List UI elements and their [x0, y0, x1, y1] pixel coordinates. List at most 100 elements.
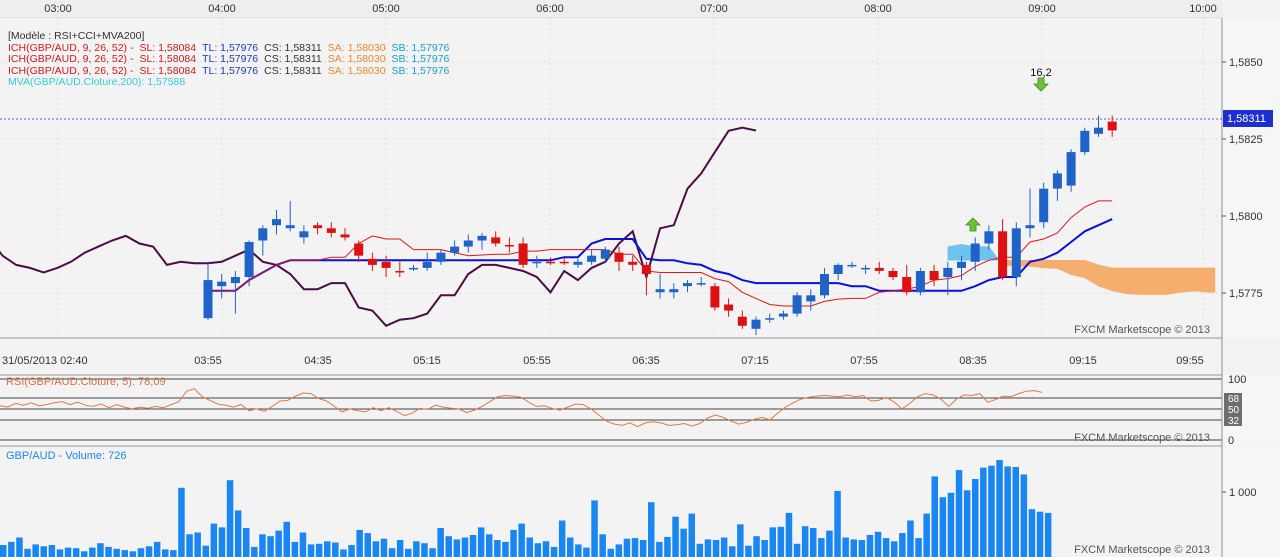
volume-bar [575, 544, 582, 557]
volume-bar [194, 532, 201, 557]
candle-body [285, 225, 295, 229]
rsi-title: RSI(GBP/AUD.Cloture, 5): 78,09 [6, 376, 166, 388]
buy-arrow-icon [965, 217, 981, 232]
volume-bar [129, 551, 137, 557]
bottom-axis-label: 04:35 [304, 355, 332, 367]
volume-bar [729, 546, 736, 557]
volume-bar [591, 500, 598, 557]
volume-bar [8, 541, 15, 557]
candle-body [915, 271, 925, 293]
volume-bar [356, 529, 363, 557]
volume-bar [785, 512, 793, 557]
top-axis-label: 03:00 [44, 3, 72, 15]
volume-bar [599, 534, 606, 557]
candle-body [299, 231, 309, 238]
sell-arrow-icon [1033, 77, 1049, 92]
volume-bar [955, 470, 963, 557]
legend-ich-row: ICH(GBP/AUD, 9, 26, 52) - SL: 1,58084 TL: … [8, 64, 450, 77]
legend-ich-row: ICH(GBP/AUD, 9, 26, 52) - SL: 1,58084 TL: … [8, 41, 450, 54]
cloud-segment [1180, 267, 1195, 293]
candle-body [587, 255, 597, 262]
candle-body [696, 283, 706, 285]
bottom-time-axis: 31/05/2013 02:40 03:55 04:35 05:15 05:55… [0, 337, 1222, 375]
bottom-axis-label: 07:55 [850, 355, 878, 367]
candle-body [381, 261, 391, 268]
volume-bar [623, 538, 631, 557]
legend-mva: MVA(GBP/AUD.Cloture,200): 1,57588 [8, 76, 186, 88]
price-panel: 16,2 FXCM Marketscope © 2013 [0, 18, 1222, 557]
volume-title: GBP/AUD - Volume: 726 [6, 450, 126, 462]
volume-bar [558, 520, 566, 557]
cloud-segment [1153, 267, 1168, 295]
volume-bar [145, 546, 153, 557]
candle-body [1066, 152, 1076, 186]
candle-body [943, 267, 953, 277]
volume-bar [72, 548, 80, 557]
volume-bar [542, 541, 550, 557]
volume-bar [0, 545, 7, 557]
volume-bar [486, 534, 493, 557]
volume-bar [16, 537, 23, 557]
volume-bar [324, 541, 331, 557]
watermark: FXCM Marketscope © 2013 [1074, 544, 1210, 556]
candle-body [559, 261, 569, 264]
volume-bar [283, 521, 290, 557]
bottom-axis-label: 09:55 [1176, 355, 1204, 367]
candle-body [614, 252, 624, 262]
cloud-segment [1207, 267, 1216, 293]
volume-bar [437, 528, 444, 557]
candle-body [340, 234, 350, 238]
rsi-level-label: 100 [1228, 374, 1246, 386]
volume-bar [923, 513, 930, 557]
candle-body [600, 249, 610, 259]
cloud-segment [1098, 264, 1113, 292]
volume-bar [429, 548, 436, 557]
volume-bar [1012, 467, 1019, 557]
volume-bar [299, 532, 307, 557]
cloud-segment [947, 243, 962, 261]
candle-body [669, 289, 679, 293]
candle-body [313, 225, 323, 229]
volume-bar [745, 545, 752, 557]
volume-bar [931, 476, 938, 557]
volume-bar [907, 520, 914, 557]
candle-body [1011, 228, 1021, 278]
volume-bar [210, 523, 218, 557]
candle-body [929, 271, 939, 281]
candle-body [477, 235, 487, 241]
volume-bar [672, 516, 679, 557]
bottom-axis-label: 05:55 [523, 355, 551, 367]
volume-axis-label: 1 000 [1229, 487, 1257, 499]
candle-body [765, 318, 775, 320]
candle-body [1052, 173, 1062, 189]
indicator-legend: [Modèle : RSI+CCI+MVA200] ICH(GBP/AUD, 9… [8, 30, 455, 89]
volume-bar [137, 548, 145, 557]
legend-ich-row: ICH(GBP/AUD, 9, 26, 52) - SL: 1,58084 TL: … [8, 53, 450, 65]
candle-body [203, 280, 213, 319]
candle-body [970, 243, 980, 262]
candle-body [641, 264, 651, 274]
price-axis-label: 1,5775 [1229, 288, 1263, 300]
volume-bar [445, 536, 452, 557]
volume-bar [858, 540, 866, 557]
candle-body [683, 283, 692, 287]
volume-bar [972, 479, 979, 557]
legend-model: [Modèle : RSI+CCI+MVA200] [8, 30, 145, 42]
candle-body [258, 228, 268, 241]
volume-bar [567, 537, 574, 557]
volume-bar [801, 526, 809, 557]
candle-body [272, 219, 281, 226]
volume-bar [64, 547, 72, 557]
volume-bar [469, 535, 477, 557]
volume-bar [291, 541, 299, 557]
volume-bar [664, 536, 671, 557]
volume-panel: GBP/AUD - Volume: 726 FXCM Marketscope ©… [0, 445, 1280, 557]
volume-bar [186, 534, 193, 557]
volume-bar [696, 543, 704, 557]
price-axis-label: 1,5850 [1229, 57, 1263, 69]
candle-body [354, 243, 364, 256]
volume-bar [631, 538, 639, 557]
volume-bars [0, 460, 1052, 557]
volume-bar [275, 530, 282, 557]
